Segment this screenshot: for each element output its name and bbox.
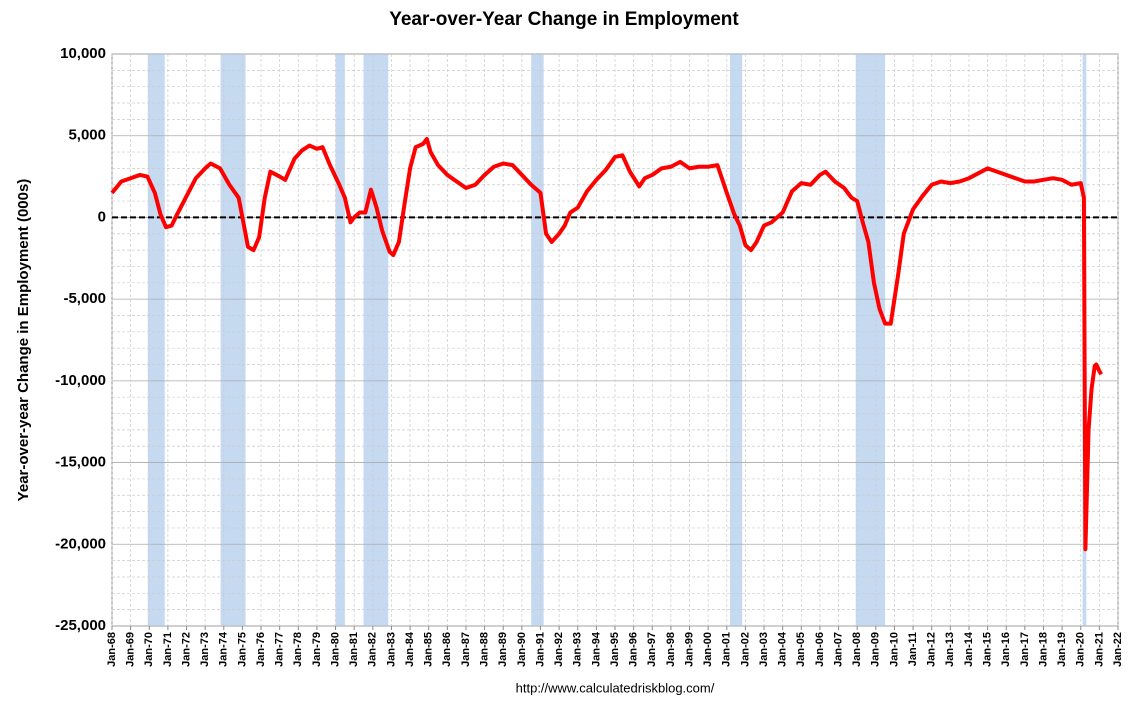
y-tick-label: -5,000 — [63, 290, 106, 307]
recession-band — [147, 54, 165, 626]
recession-band — [220, 54, 246, 626]
x-tick-label: Jan-91 — [534, 632, 546, 667]
y-tick-label: -20,000 — [55, 535, 106, 552]
x-tick-label: Jan-20 — [1075, 632, 1087, 667]
x-tick-label: Jan-21 — [1093, 632, 1105, 667]
x-tick-label: Jan-78 — [292, 632, 304, 667]
x-tick-label: Jan-03 — [758, 632, 770, 667]
x-tick-label: Jan-93 — [572, 632, 584, 667]
x-tick-label: Jan-07 — [832, 632, 844, 667]
x-tick-label: Jan-92 — [553, 632, 565, 667]
y-axis-label: Year-over-year Change in Employment (000… — [15, 179, 32, 502]
x-tick-label: Jan-08 — [851, 632, 863, 667]
x-tick-label: Jan-13 — [944, 632, 956, 667]
y-tick-label: 5,000 — [68, 127, 106, 144]
y-tick-label: 0 — [98, 208, 106, 225]
y-tick-label: 10,000 — [60, 45, 106, 62]
x-tick-label: Jan-12 — [926, 632, 938, 667]
x-tick-label: Jan-81 — [348, 632, 360, 667]
x-tick-label: Jan-88 — [478, 632, 490, 667]
x-tick-label: Jan-79 — [311, 632, 323, 667]
x-tick-label: Jan-84 — [404, 631, 416, 667]
y-tick-label: -15,000 — [55, 454, 106, 471]
x-tick-label: Jan-70 — [143, 632, 155, 667]
x-tick-label: Jan-82 — [367, 632, 379, 667]
x-tick-label: Jan-11 — [907, 632, 919, 666]
y-tick-label: -25,000 — [55, 617, 106, 634]
x-tick-label: Jan-94 — [590, 631, 602, 667]
x-tick-label: Jan-01 — [721, 632, 733, 667]
x-tick-label: Jan-95 — [609, 632, 621, 667]
x-tick-label: Jan-86 — [441, 632, 453, 667]
x-tick-label: Jan-83 — [385, 632, 397, 667]
x-tick-label: Jan-99 — [683, 632, 695, 667]
x-tick-label: Jan-71 — [162, 632, 174, 667]
x-tick-label: Jan-16 — [1000, 632, 1012, 667]
x-tick-label: Jan-68 — [106, 632, 118, 667]
x-tick-label: Jan-75 — [236, 632, 248, 667]
x-tick-label: Jan-74 — [218, 631, 230, 667]
x-tick-label: Jan-17 — [1019, 632, 1031, 667]
x-tick-label: Jan-22 — [1112, 632, 1124, 667]
recession-band — [729, 54, 743, 626]
x-tick-label: Jan-87 — [460, 632, 472, 667]
recession-band — [855, 54, 886, 626]
x-tick-label: Jan-76 — [255, 632, 267, 667]
x-tick-label: Jan-19 — [1056, 632, 1068, 667]
data-line — [110, 136, 1103, 552]
x-tick-label: Jan-02 — [739, 632, 751, 667]
x-tick-label: Jan-00 — [702, 632, 714, 667]
recession-band — [531, 54, 544, 626]
x-tick-label: Jan-73 — [199, 632, 211, 667]
x-tick-label: Jan-14 — [963, 631, 975, 667]
x-tick-label: Jan-85 — [423, 632, 435, 667]
x-tick-label: Jan-89 — [497, 632, 509, 667]
x-tick-label: Jan-09 — [870, 632, 882, 667]
x-tick-label: Jan-06 — [814, 632, 826, 667]
source: http://www.calculatedriskblog.com/ — [516, 680, 715, 695]
recession-band — [363, 54, 389, 626]
x-tick-label: Jan-97 — [646, 632, 658, 667]
x-tick-label: Jan-18 — [1037, 632, 1049, 667]
recession-band — [335, 54, 345, 626]
x-tick-label: Jan-05 — [795, 632, 807, 667]
x-tick-label: Jan-96 — [628, 632, 640, 667]
x-tick-label: Jan-90 — [516, 632, 528, 667]
x-tick-label: Jan-77 — [274, 632, 286, 667]
chart-title: Year-over-Year Change in Employment — [389, 9, 739, 30]
x-tick-label: Jan-69 — [125, 632, 137, 667]
x-tick-label: Jan-04 — [777, 631, 789, 667]
x-tick-label: Jan-10 — [888, 632, 900, 667]
x-tick-label: Jan-72 — [180, 632, 192, 667]
y-tick-label: -10,000 — [55, 372, 106, 389]
x-tick-label: Jan-15 — [981, 632, 993, 667]
x-tick-label: Jan-80 — [329, 632, 341, 667]
x-tick-label: Jan-98 — [665, 632, 677, 667]
